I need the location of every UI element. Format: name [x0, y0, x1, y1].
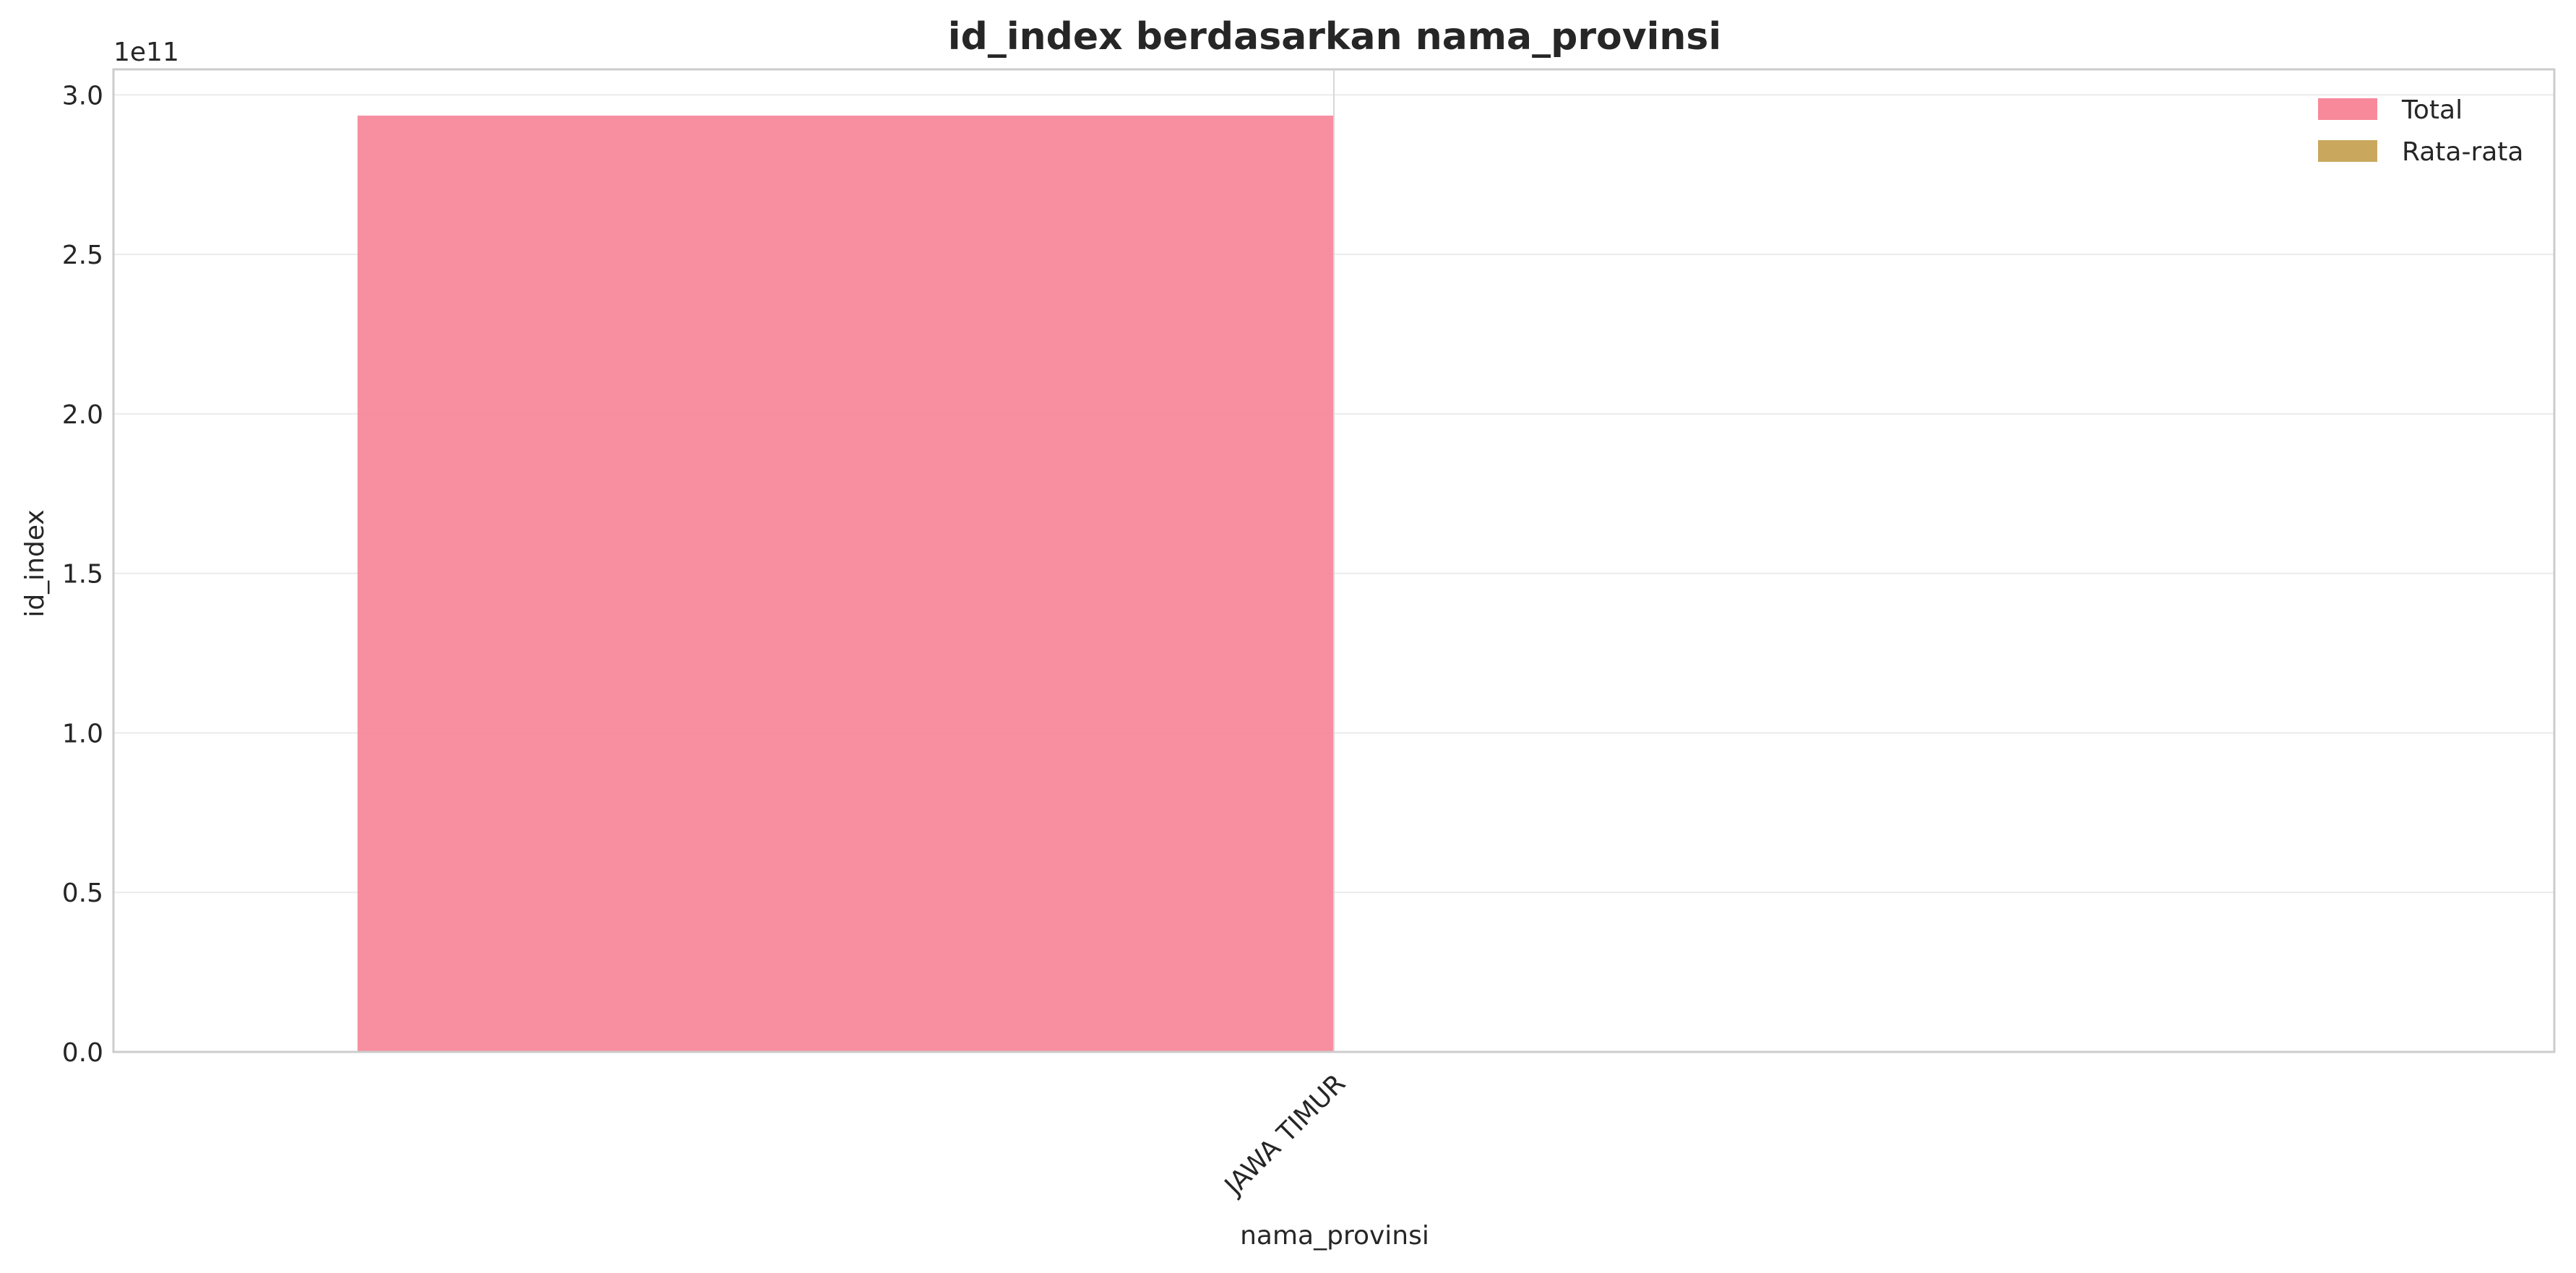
y-tick-label: 0.0 [62, 1038, 103, 1068]
legend-label: Rata-rata [2402, 137, 2524, 167]
legend: Total Rata-rata [2318, 95, 2524, 167]
y-tick-label: 3.0 [62, 81, 103, 111]
y-tick-label: 2.5 [62, 241, 103, 270]
plot-frame [112, 68, 2556, 1053]
y-tick-label: 2.0 [62, 400, 103, 430]
y-axis-offset-label: 1e11 [113, 38, 179, 67]
legend-swatch [2318, 98, 2377, 120]
chart-title: id_index berdasarkan nama_provinsi [948, 15, 1721, 59]
bars [357, 116, 1334, 1052]
legend-label: Total [2401, 95, 2463, 125]
x-axis-label: nama_provinsi [1240, 1221, 1429, 1251]
y-tick-label: 1.0 [62, 719, 103, 748]
y-tick-label: 0.5 [62, 879, 103, 908]
y-axis-ticks: 0.0 0.5 1.0 1.5 2.0 2.5 3.0 [62, 81, 103, 1068]
x-tick-label: JAWA TIMUR [1218, 1069, 1351, 1201]
y-tick-label: 1.5 [62, 560, 103, 590]
y-axis-label: id_index [20, 509, 50, 617]
bar-total [357, 116, 1334, 1052]
x-axis-ticks: JAWA TIMUR [1218, 1069, 1351, 1201]
legend-swatch [2318, 140, 2377, 162]
